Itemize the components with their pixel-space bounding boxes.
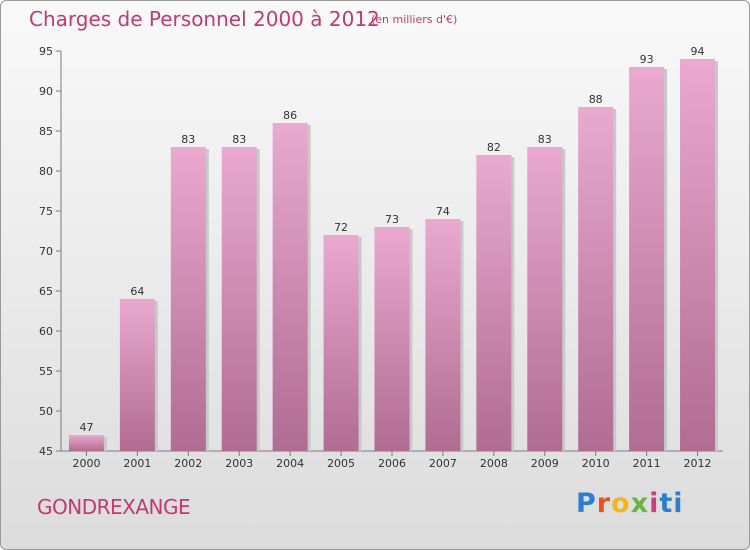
y-tick-label: 70 xyxy=(39,245,53,258)
bar-2003 xyxy=(221,147,257,451)
y-tick-label: 60 xyxy=(39,325,53,338)
data-label: 47 xyxy=(79,421,93,434)
bar-2004 xyxy=(272,123,308,451)
data-label: 88 xyxy=(589,93,603,106)
bar-2008 xyxy=(476,155,512,451)
y-tick-label: 90 xyxy=(39,85,53,98)
x-tick-label: 2004 xyxy=(276,457,304,470)
y-tick-label: 85 xyxy=(39,125,53,138)
bar-2006 xyxy=(374,227,410,451)
data-label: 72 xyxy=(334,221,348,234)
x-tick-label: 2011 xyxy=(633,457,661,470)
x-tick-label: 2000 xyxy=(72,457,100,470)
commune-name: GONDREXANGE xyxy=(37,495,191,519)
bar-2005 xyxy=(323,235,359,451)
bar-2010 xyxy=(578,107,614,451)
bar-2002 xyxy=(170,147,206,451)
y-tick-label: 80 xyxy=(39,165,53,178)
x-tick-label: 2002 xyxy=(174,457,202,470)
y-tick-label: 55 xyxy=(39,365,53,378)
x-tick-label: 2010 xyxy=(582,457,610,470)
y-tick-label: 65 xyxy=(39,285,53,298)
data-label: 93 xyxy=(640,53,654,66)
bar-2000 xyxy=(68,435,104,451)
x-tick-label: 2001 xyxy=(123,457,151,470)
data-label: 64 xyxy=(130,285,144,298)
bar-2009 xyxy=(527,147,563,451)
data-label: 94 xyxy=(691,45,705,58)
bar-2001 xyxy=(119,299,155,451)
x-tick-label: 2003 xyxy=(225,457,253,470)
data-label: 82 xyxy=(487,141,501,154)
x-tick-label: 2005 xyxy=(327,457,355,470)
proxiti-logo: Proxiti xyxy=(576,488,684,519)
bar-2012 xyxy=(680,59,716,451)
x-tick-label: 2012 xyxy=(684,457,712,470)
x-tick-label: 2007 xyxy=(429,457,457,470)
data-labels: 47 64 83 83 86 72 73 74 82 83 88 93 94 xyxy=(79,45,704,434)
x-tick-label: 2006 xyxy=(378,457,406,470)
bar-2011 xyxy=(629,67,665,451)
x-tick-label: 2008 xyxy=(480,457,508,470)
data-label: 74 xyxy=(436,205,450,218)
y-tick-label: 45 xyxy=(39,445,53,458)
data-label: 83 xyxy=(232,133,246,146)
bar-2007 xyxy=(425,219,461,451)
bars xyxy=(68,59,719,451)
data-label: 83 xyxy=(181,133,195,146)
data-label: 73 xyxy=(385,213,399,226)
y-tick-label: 95 xyxy=(39,45,53,58)
chart-title: Charges de Personnel 2000 à 2012 xyxy=(29,7,380,31)
y-tick-label: 75 xyxy=(39,205,53,218)
data-label: 83 xyxy=(538,133,552,146)
x-tick-label: 2009 xyxy=(531,457,559,470)
chart-subtitle: (en milliers d'€) xyxy=(371,13,458,26)
axes: 45 50 55 60 65 70 75 80 85 90 95 2000 2001 2002 2003 20… xyxy=(39,45,723,470)
data-label: 86 xyxy=(283,109,297,122)
y-tick-label: 50 xyxy=(39,405,53,418)
